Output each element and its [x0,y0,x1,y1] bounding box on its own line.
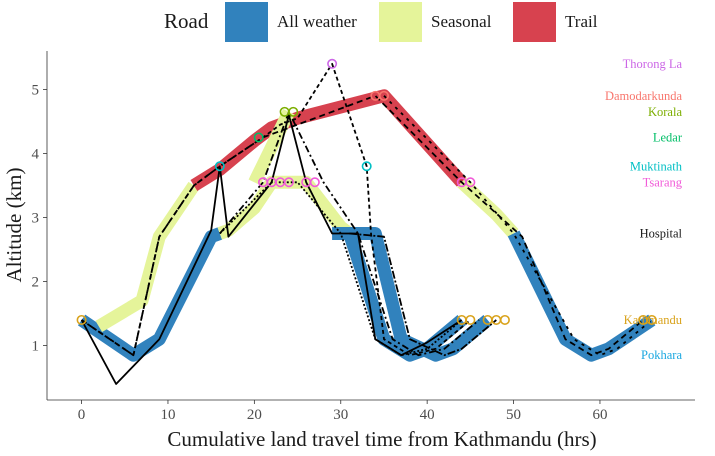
place-label-muktinath: Muktinath [630,159,683,173]
marker-tsarang [465,177,476,188]
y-tick-label: 2 [32,275,40,291]
marker-kathmandu [76,314,87,325]
x-axis-ticks: 0 10 20 30 40 50 60 [78,400,607,423]
place-label-pokhara: Pokhara [641,348,682,362]
y-axis-title: Altitude (km) [2,168,26,283]
marker-muktinath [361,161,372,172]
legend-key-0 [225,2,268,42]
road-band-5 [457,177,519,238]
legend-label-0: All weather [277,12,357,31]
marker-thorong-la [327,58,338,69]
x-tick-label: 10 [160,407,175,423]
place-label-ledar: Ledar [653,130,683,144]
marker-tsarang [283,177,294,188]
marker-ledar [253,132,264,143]
marker-kathmandu [646,314,657,325]
x-tick-label: 30 [333,407,348,423]
y-tick-label: 3 [32,210,40,226]
legend-label-2: Trail [565,12,598,31]
place-label-hospital: Hospital [640,227,683,241]
legend-label-1: Seasonal [431,12,492,31]
marker-kathmandu [491,314,502,325]
place-label-korala: Korala [648,105,682,119]
x-axis-title: Cumulative land travel time from Kathman… [167,427,596,451]
place-markers [76,58,657,325]
route-line-5 [349,232,497,357]
x-tick-label: 60 [592,407,607,423]
road-band-4 [190,89,467,192]
y-axis-ticks: 1 2 3 4 5 [32,82,47,355]
route-line-1 [81,62,471,357]
marker-damodarkunda [378,90,389,101]
legend: Road All weather Seasonal Trail [164,2,598,42]
route-line-2 [81,94,644,357]
x-tick-label: 50 [506,407,521,423]
place-label-kathmandu: Kathmandu [624,313,683,327]
legend-title: Road [164,9,209,33]
legend-key-2 [513,2,556,42]
place-label-thorong-la: Thorong La [623,57,683,71]
place-labels: Thorong La Damodarkunda Korala Ledar Muktina… [605,57,683,362]
marker-tsarang [309,177,320,188]
y-tick-label: 4 [32,146,40,162]
marker-kathmandu [499,314,510,325]
y-tick-label: 1 [32,339,40,355]
x-tick-label: 20 [247,407,262,423]
x-tick-label: 40 [420,407,435,423]
route-line-6 [383,95,653,357]
road-band-1 [217,175,354,240]
legend-key-1 [379,2,422,42]
x-tick-label: 0 [78,407,86,423]
place-label-damodarkunda: Damodarkunda [605,89,683,103]
marker-korala [288,106,299,117]
y-tick-label: 5 [32,82,40,98]
marker-kathmandu [465,314,476,325]
road-band-8 [248,108,295,186]
place-label-tsarang: Tsarang [643,175,683,189]
marker-muktinath [214,161,225,172]
route-lines [80,62,653,385]
